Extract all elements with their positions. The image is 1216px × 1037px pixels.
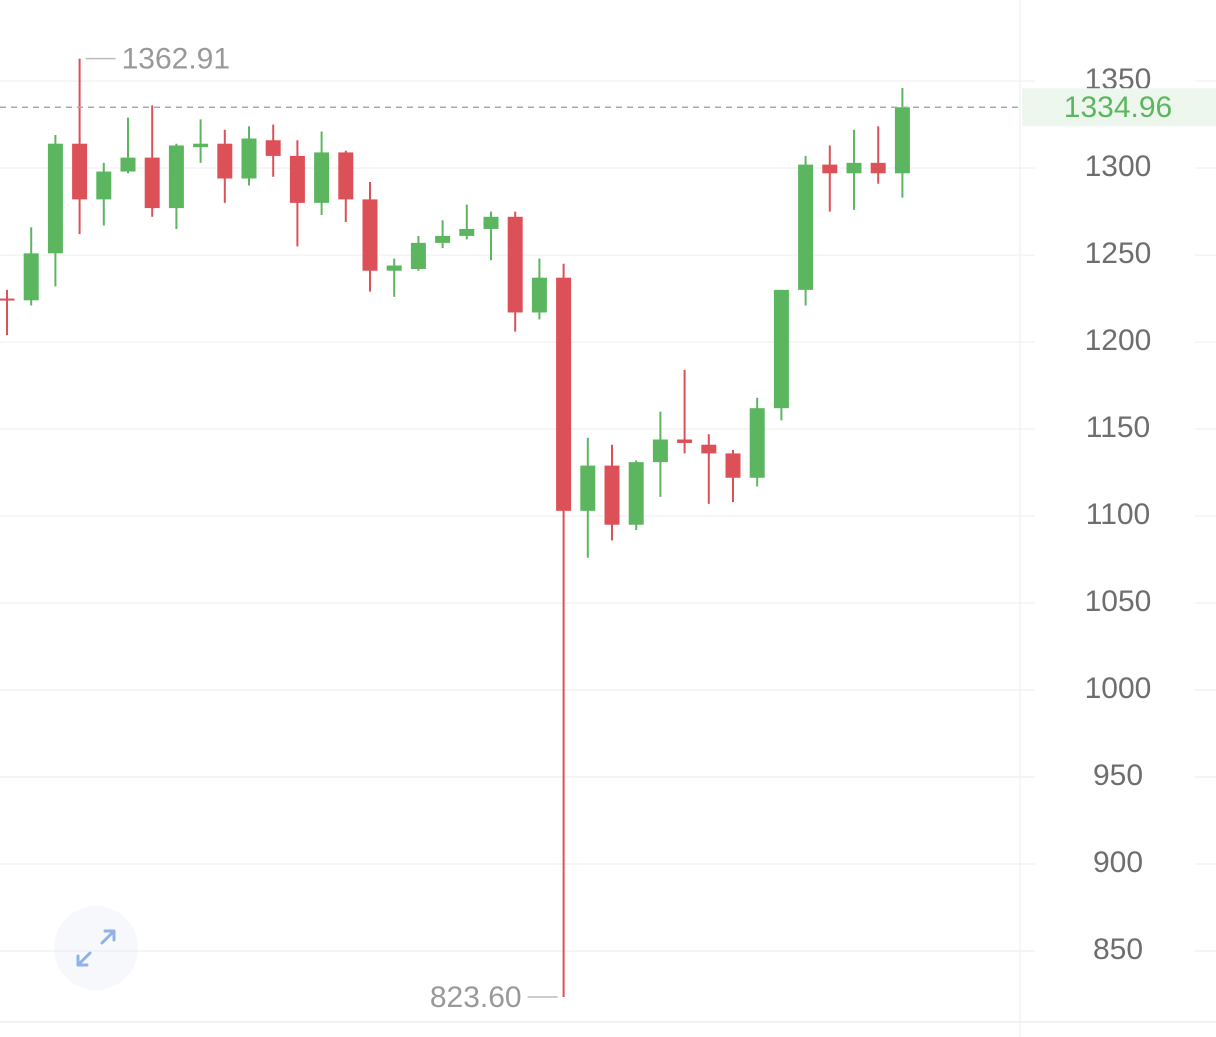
- y-tick-label: 1200: [1085, 324, 1152, 357]
- candle-body: [289, 155, 305, 203]
- expand-button[interactable]: [54, 906, 138, 990]
- candle-body: [362, 199, 378, 271]
- y-tick-label: 850: [1093, 933, 1143, 966]
- candle-body: [628, 462, 644, 525]
- candle-body: [846, 162, 862, 174]
- candle-body: [870, 162, 886, 174]
- candle-body: [652, 439, 668, 463]
- candle-body: [314, 152, 330, 203]
- candle-body: [798, 164, 814, 290]
- candle-body: [556, 277, 572, 511]
- candle-body: [677, 439, 693, 443]
- candle-body: [410, 242, 426, 269]
- y-tick-label: 1250: [1085, 237, 1152, 270]
- candle-body: [604, 465, 620, 525]
- min-label: 823.60: [430, 981, 522, 1014]
- y-tick-label: 900: [1093, 846, 1143, 879]
- candle-body: [168, 145, 184, 209]
- expand-button-bg[interactable]: [54, 906, 138, 990]
- y-tick-label: 1050: [1085, 585, 1152, 618]
- candle-body: [96, 171, 112, 200]
- candle-body: [265, 140, 281, 156]
- candle-body: [822, 164, 838, 174]
- candle-body: [338, 152, 354, 200]
- y-tick-label: 1300: [1085, 150, 1152, 183]
- current-price-box: [1022, 88, 1216, 127]
- candle-body: [386, 265, 402, 271]
- y-tick-label: 1100: [1086, 498, 1151, 531]
- current-price-label: 1334.96: [1064, 91, 1172, 124]
- candle-body: [435, 235, 451, 243]
- candle-body: [0, 298, 15, 301]
- candle-body: [773, 289, 789, 409]
- candle-body: [749, 408, 765, 478]
- candle-body: [23, 253, 39, 301]
- y-tick-label: 950: [1093, 759, 1143, 792]
- candle-body: [725, 453, 741, 478]
- candle-body: [507, 216, 523, 313]
- candle-body: [193, 143, 209, 148]
- candle-body: [241, 138, 257, 179]
- candle-body: [144, 157, 160, 209]
- candle-body: [580, 465, 596, 511]
- candle-body: [483, 216, 499, 229]
- y-tick-label: 1150: [1086, 411, 1151, 444]
- candle-body: [72, 143, 88, 200]
- candle-body: [894, 107, 910, 174]
- candle-body: [701, 444, 717, 454]
- expand-icon[interactable]: [76, 929, 116, 967]
- y-tick-label: 1000: [1085, 672, 1152, 705]
- candle-body: [531, 277, 547, 313]
- candle-body: [120, 157, 136, 172]
- max-label: 1362.91: [122, 43, 230, 76]
- candle-body: [47, 143, 63, 254]
- candle-body: [217, 143, 233, 179]
- candle-body: [459, 228, 475, 236]
